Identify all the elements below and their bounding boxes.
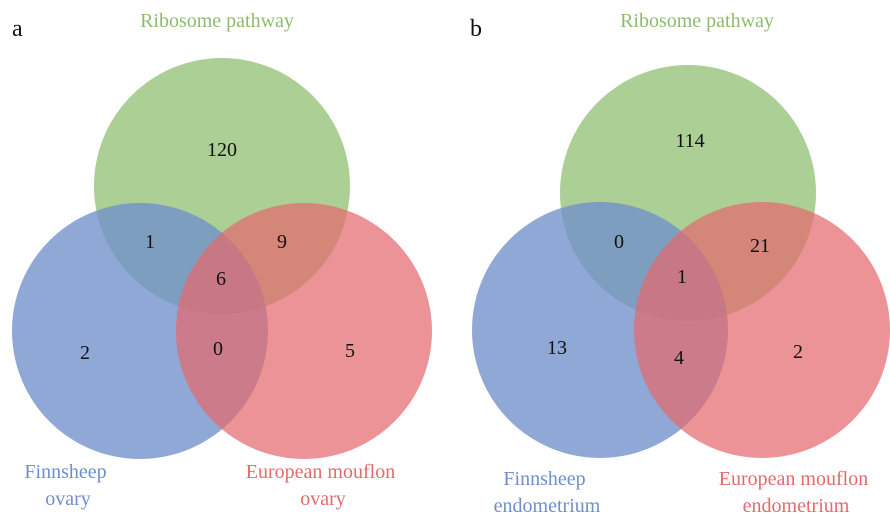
count-finnsheep-mouflon-a: 0 <box>213 338 223 360</box>
venn-panel-a: a Ribosome pathway Finnsheep ovary Europ… <box>12 10 432 510</box>
mouflon-circle-b <box>634 202 890 458</box>
mouflon-label-a: European mouflon ovary <box>246 461 400 510</box>
count-finnsheep-only-a: 2 <box>80 342 90 364</box>
venn-panel-b: b Ribosome pathway Finnsheep endometrium… <box>470 10 890 516</box>
count-mouflon-only-b: 2 <box>793 341 803 363</box>
count-finnsheep-only-b: 13 <box>547 337 567 359</box>
mouflon-circle-a <box>176 203 432 459</box>
mouflon-label-b-line-2: endometrium <box>743 495 850 516</box>
ribosome-label-a-line-1: Ribosome pathway <box>140 10 294 32</box>
ribosome-label-b-line-1: Ribosome pathway <box>620 10 774 32</box>
count-ribosome-only-b: 114 <box>675 130 704 152</box>
mouflon-label-a-line-2: ovary <box>300 488 346 510</box>
finnsheep-label-a-line-1: Finnsheep <box>24 461 106 483</box>
finnsheep-label-b-line-1: Finnsheep <box>503 468 585 490</box>
ribosome-label-a: Ribosome pathway <box>140 10 294 32</box>
mouflon-label-a-line-1: European mouflon <box>246 461 395 483</box>
count-mouflon-only-a: 5 <box>345 340 355 362</box>
count-ribosome-only-a: 120 <box>207 139 237 161</box>
count-ribosome-mouflon-b: 21 <box>750 235 770 257</box>
count-ribosome-finnsheep-a: 1 <box>145 231 155 253</box>
panel-label-b: b <box>470 16 482 42</box>
finnsheep-label-b: Finnsheep endometrium <box>494 468 601 516</box>
count-finnsheep-mouflon-b: 4 <box>674 347 684 369</box>
finnsheep-label-a-line-2: ovary <box>45 488 91 510</box>
count-ribosome-finnsheep-b: 0 <box>614 231 624 253</box>
count-ribosome-mouflon-a: 9 <box>277 231 287 253</box>
finnsheep-label-b-line-2: endometrium <box>494 495 601 516</box>
mouflon-label-b: European mouflon endometrium <box>719 468 873 516</box>
mouflon-label-b-line-1: European mouflon <box>719 468 868 490</box>
count-all-three-b: 1 <box>677 266 687 288</box>
finnsheep-label-a: Finnsheep ovary <box>24 461 111 510</box>
count-all-three-a: 6 <box>216 268 226 290</box>
panel-label-a: a <box>12 16 23 42</box>
ribosome-label-b: Ribosome pathway <box>620 10 774 32</box>
